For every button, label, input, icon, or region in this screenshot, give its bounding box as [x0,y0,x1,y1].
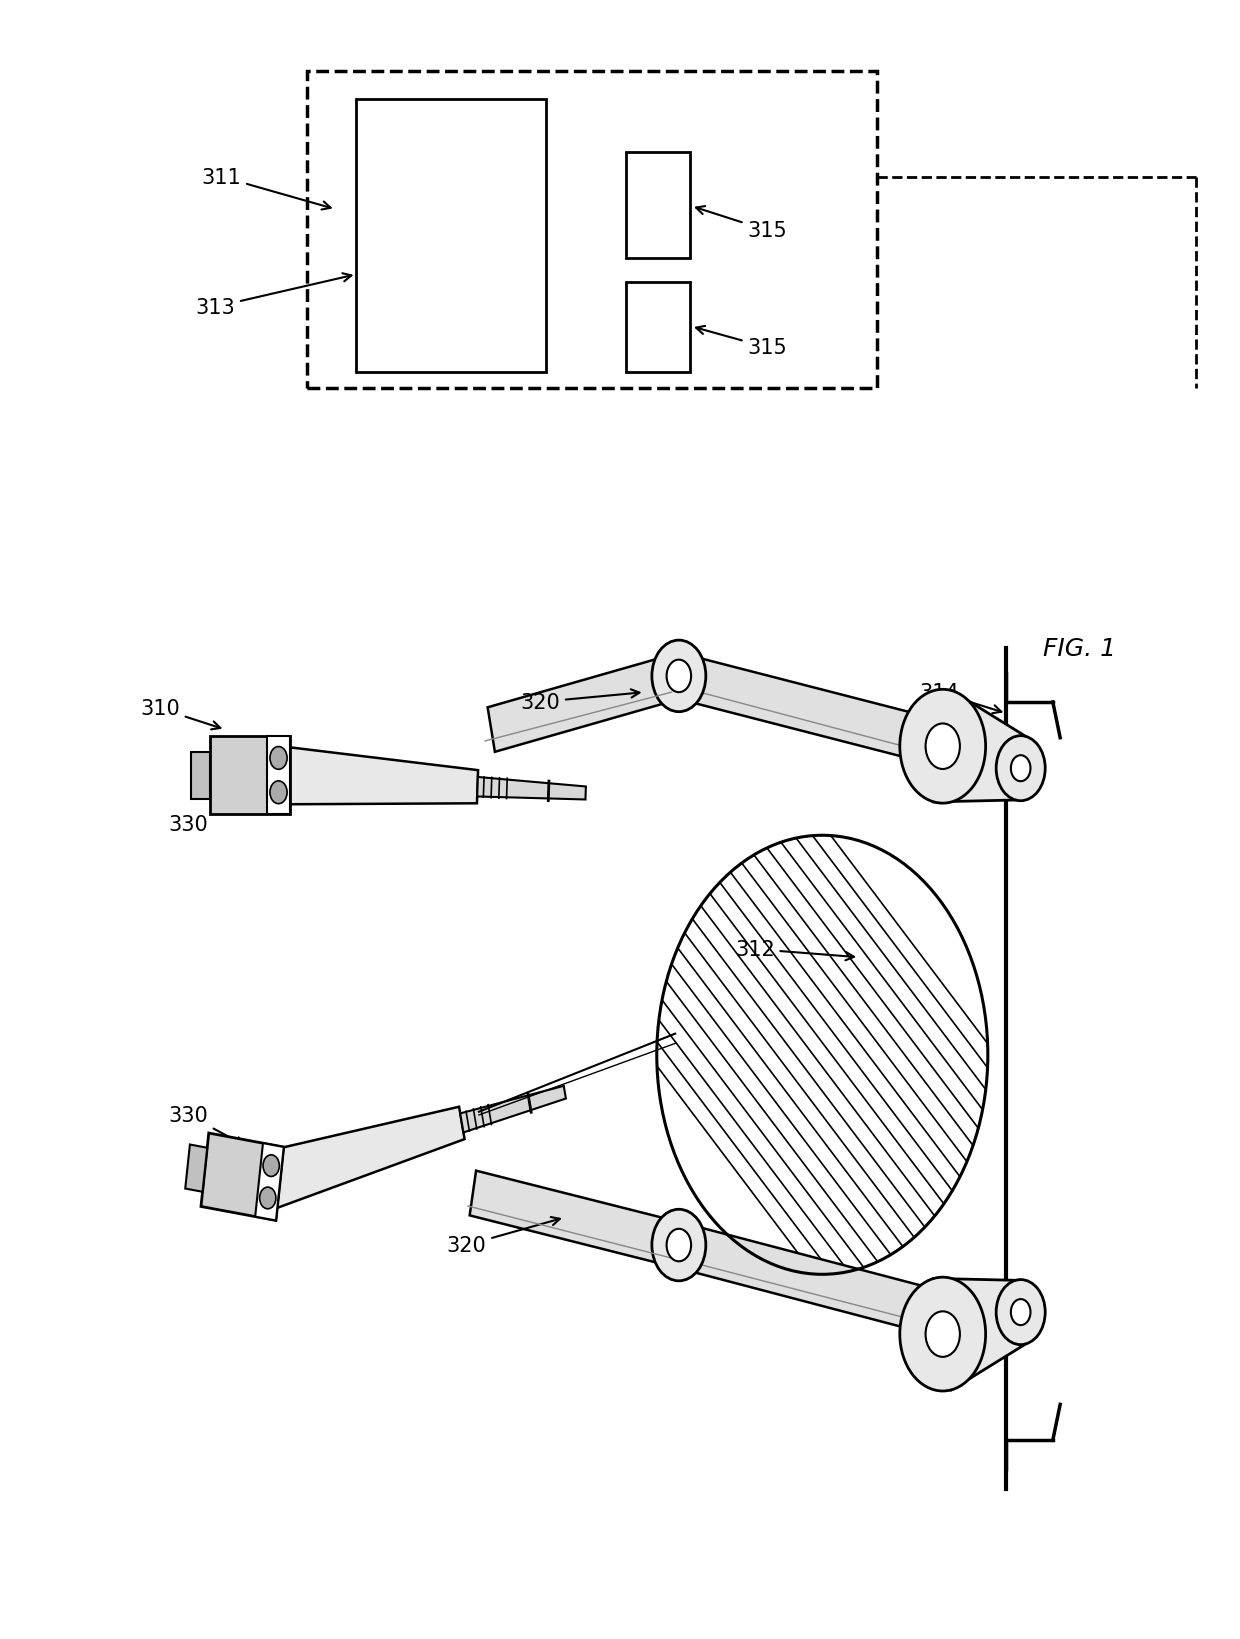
Polygon shape [210,736,290,815]
Text: 320: 320 [521,690,640,713]
Text: 330: 330 [169,1105,244,1146]
Circle shape [270,747,288,770]
Circle shape [652,1210,706,1282]
Polygon shape [676,654,966,772]
Text: 315: 315 [696,326,787,359]
Polygon shape [477,777,585,800]
Bar [626,284,689,372]
Circle shape [652,641,706,713]
Text: FIG. 1: FIG. 1 [1043,638,1116,661]
Circle shape [925,1311,960,1357]
Circle shape [1011,756,1030,782]
Circle shape [996,736,1045,801]
Text: 312: 312 [735,939,854,960]
Circle shape [270,782,288,805]
Polygon shape [201,1133,284,1221]
Polygon shape [265,1106,465,1210]
Circle shape [900,1277,986,1392]
Polygon shape [934,692,1025,803]
Text: 320: 320 [446,1218,560,1255]
Circle shape [900,690,986,803]
Polygon shape [255,1144,284,1221]
Text: 314: 314 [919,683,1002,715]
Polygon shape [470,1170,682,1267]
Circle shape [996,1280,1045,1346]
Text: 330: 330 [169,800,248,834]
Polygon shape [487,654,682,752]
Text: 311: 311 [202,167,331,210]
Polygon shape [676,1223,967,1342]
Polygon shape [934,1278,1025,1390]
Bar [308,72,878,388]
Bar [356,100,547,372]
Circle shape [1011,1300,1030,1326]
Polygon shape [185,1144,207,1192]
Text: 313: 313 [196,274,351,318]
Circle shape [667,661,691,693]
Circle shape [259,1187,277,1210]
Bar [626,152,689,259]
Circle shape [667,1229,691,1262]
Polygon shape [191,752,210,800]
Polygon shape [275,746,479,805]
Polygon shape [460,1087,565,1133]
Polygon shape [268,736,290,815]
Circle shape [263,1155,279,1177]
Text: 315: 315 [696,207,787,241]
Circle shape [925,724,960,770]
Text: 310: 310 [140,698,221,729]
